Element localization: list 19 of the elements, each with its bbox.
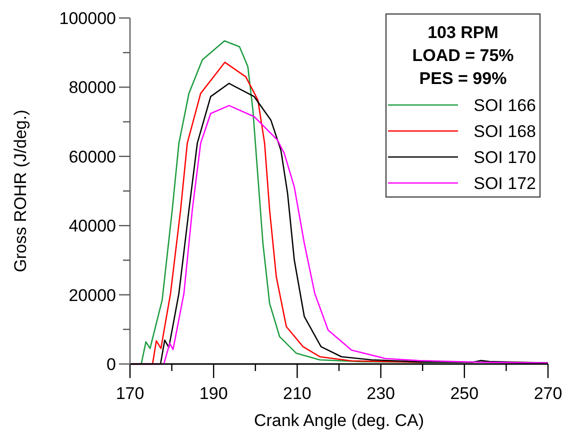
y-axis-title: Gross ROHR (J/deg.) (11, 110, 30, 272)
legend-title: 103 RPM LOAD = 75% PES = 99% (412, 23, 514, 88)
legend-label: SOI 168 (474, 122, 536, 141)
y-tick-label: 0 (106, 355, 116, 374)
x-tick-label: 210 (283, 384, 312, 403)
legend-label: SOI 172 (474, 174, 536, 193)
x-tick-label: 170 (116, 384, 144, 403)
y-tick-label: 100000 (59, 9, 116, 28)
legend-label: SOI 170 (474, 148, 536, 167)
y-tick-label: 80000 (68, 78, 116, 98)
y-tick-label: 60000 (68, 147, 116, 166)
x-tick-label: 250 (450, 384, 479, 403)
x-tick-label: 230 (366, 384, 395, 403)
x-axis-title: Crank Angle (deg. CA) (254, 411, 424, 430)
x-tick-label: 270 (534, 384, 562, 403)
legend-label: SOI 166 (474, 96, 536, 115)
x-tick-label: 190 (199, 384, 228, 403)
y-tick-label: 20000 (68, 286, 116, 305)
y-tick-label: 40000 (68, 216, 116, 236)
